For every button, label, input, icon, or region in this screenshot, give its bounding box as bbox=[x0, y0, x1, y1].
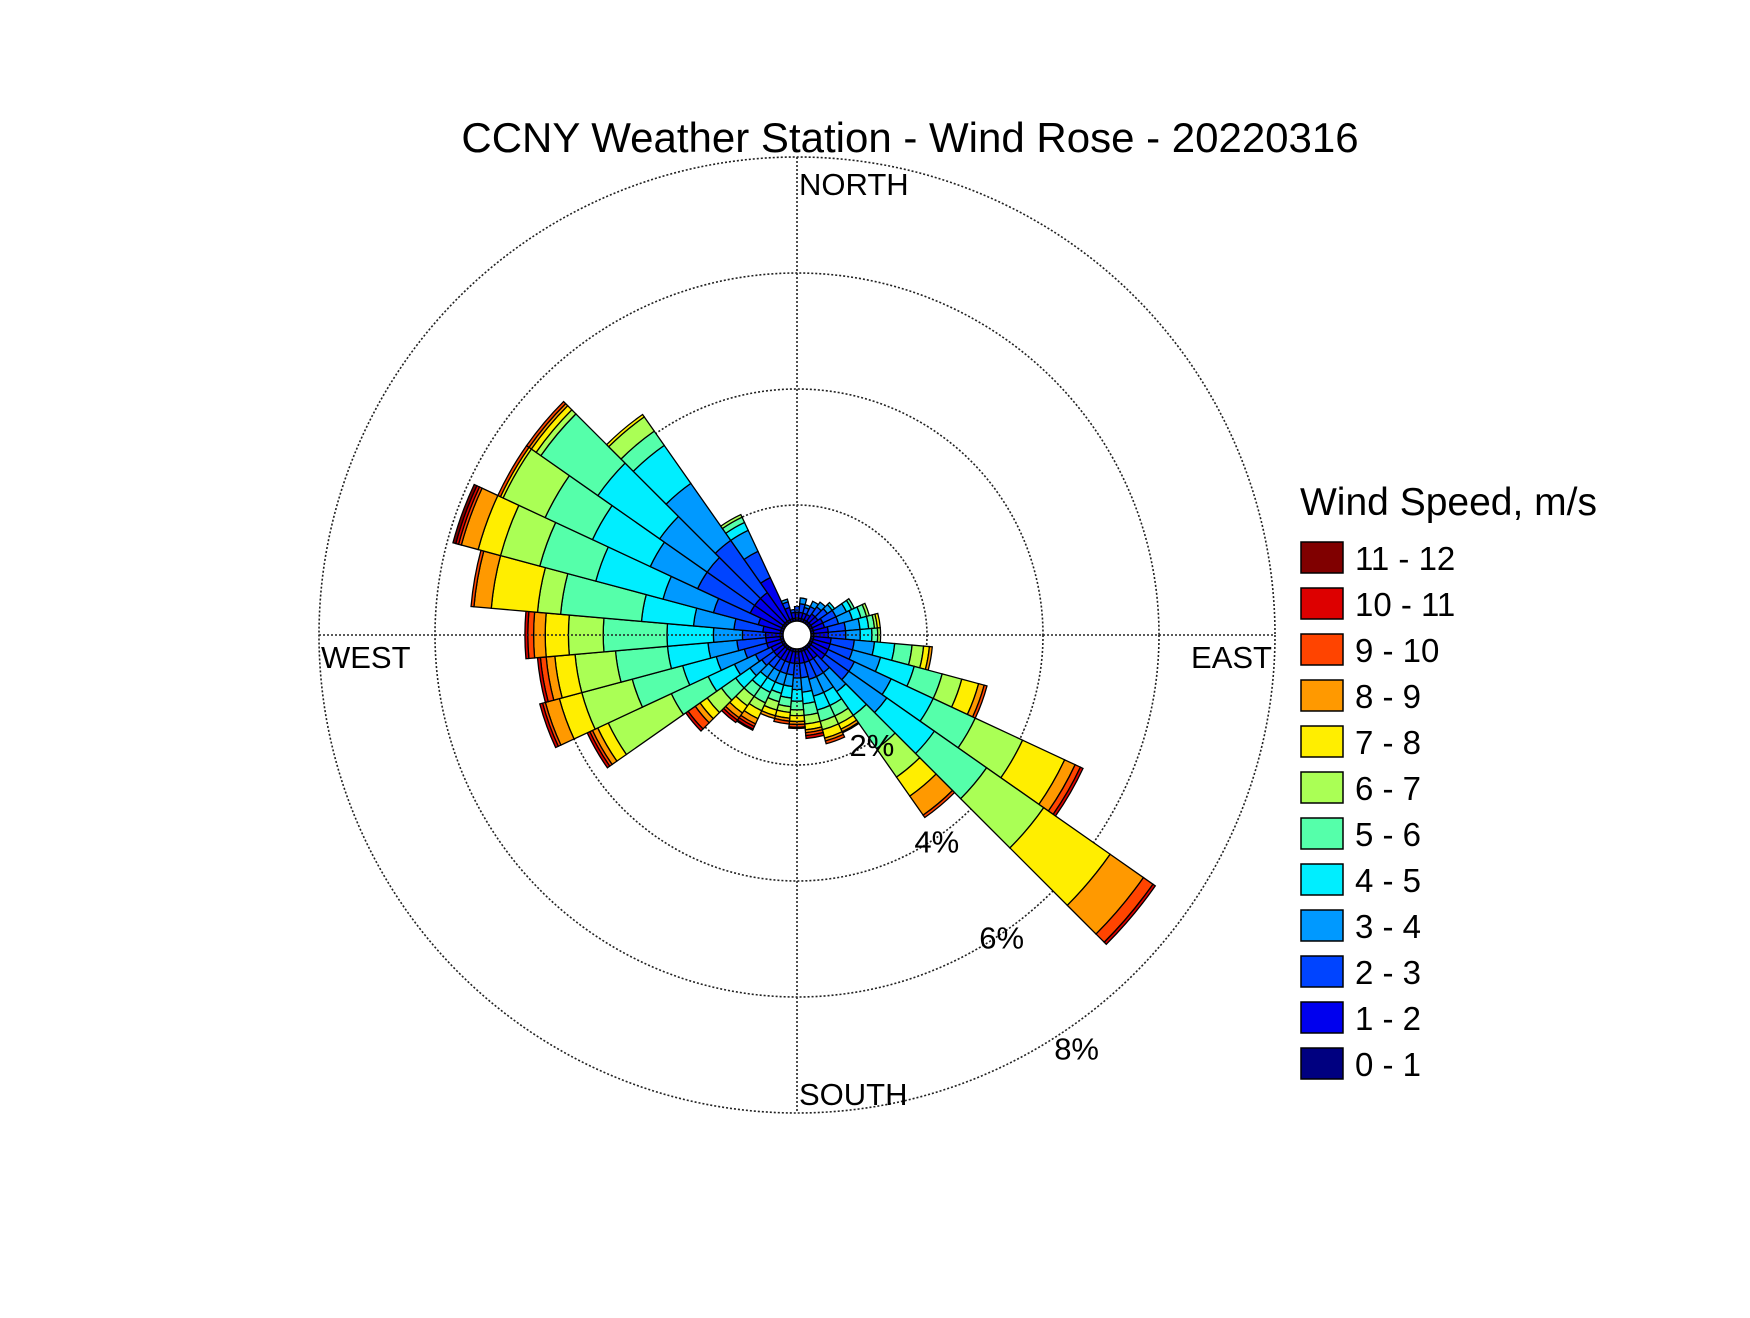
legend-label: 0 - 1 bbox=[1355, 1046, 1421, 1083]
radial-tick-label-2pct: 2% bbox=[850, 728, 895, 763]
rose-bar-segment bbox=[773, 717, 791, 725]
legend-swatch bbox=[1300, 587, 1344, 620]
legend-label: 10 - 11 bbox=[1355, 586, 1455, 623]
rose-bar-segment bbox=[1103, 883, 1157, 946]
rose-bar-segment bbox=[605, 413, 646, 448]
rose-bar-segment bbox=[780, 598, 789, 605]
legend-swatch bbox=[1300, 679, 1344, 712]
legend-swatch bbox=[1300, 1047, 1344, 1080]
chart-title: CCNY Weather Station - Wind Rose - 20220… bbox=[461, 114, 1358, 161]
rose-bar-segment bbox=[805, 731, 825, 740]
rose-bar-segment bbox=[824, 733, 846, 745]
center-hole bbox=[782, 620, 812, 650]
rose-bar-segment bbox=[922, 789, 956, 819]
legend-swatch bbox=[1300, 725, 1344, 758]
rose-bar-segment bbox=[789, 608, 796, 614]
rose-bar-segment bbox=[788, 726, 806, 730]
north-label: NORTH bbox=[799, 167, 909, 202]
east-label: EAST bbox=[1191, 640, 1272, 675]
legend-label: 9 - 10 bbox=[1355, 632, 1439, 669]
legend-label: 11 - 12 bbox=[1355, 540, 1455, 577]
legend-label: 8 - 9 bbox=[1355, 678, 1421, 715]
rose-bar-segment bbox=[452, 483, 478, 545]
rose-bar-segment bbox=[525, 400, 567, 449]
legend-swatch bbox=[1300, 1001, 1344, 1034]
legend-items: 11 - 12 10 - 11 9 - 10 8 - 9 7 - 8 6 - 7 5 - 6… bbox=[1300, 540, 1455, 1083]
rose-bar-segment bbox=[719, 513, 743, 530]
legend-label: 7 - 8 bbox=[1355, 724, 1421, 761]
legend-swatch bbox=[1300, 955, 1344, 988]
south-label: SOUTH bbox=[799, 1077, 908, 1112]
wind-rose-bars bbox=[452, 400, 1157, 946]
legend-swatch bbox=[1300, 633, 1344, 666]
legend-swatch bbox=[1300, 817, 1344, 850]
radial-tick-label-6pct: 6% bbox=[979, 920, 1024, 955]
wind-speed-legend: Wind Speed, m/s 11 - 12 10 - 11 9 - 10 8 - … bbox=[1300, 481, 1597, 1083]
legend-label: 4 - 5 bbox=[1355, 862, 1421, 899]
legend-label: 5 - 6 bbox=[1355, 816, 1421, 853]
legend-swatch bbox=[1300, 909, 1344, 942]
legend-swatch bbox=[1300, 771, 1344, 804]
legend-swatch bbox=[1300, 863, 1344, 896]
legend-swatch bbox=[1300, 541, 1344, 574]
rose-bar-segment bbox=[799, 597, 808, 606]
west-label: WEST bbox=[321, 640, 411, 675]
legend-label: 6 - 7 bbox=[1355, 770, 1421, 807]
legend-title: Wind Speed, m/s bbox=[1300, 481, 1597, 524]
radial-tick-label-8pct: 8% bbox=[1054, 1032, 1099, 1067]
rose-bar-segment bbox=[567, 614, 605, 656]
rose-bar-segment bbox=[538, 702, 560, 749]
radial-tick-label-4pct: 4% bbox=[914, 824, 959, 859]
rose-bar-segment bbox=[790, 688, 804, 702]
rose-bar-segment bbox=[859, 627, 873, 643]
legend-label: 3 - 4 bbox=[1355, 908, 1421, 945]
legend-label: 1 - 2 bbox=[1355, 1000, 1421, 1037]
legend-label: 2 - 3 bbox=[1355, 954, 1421, 991]
